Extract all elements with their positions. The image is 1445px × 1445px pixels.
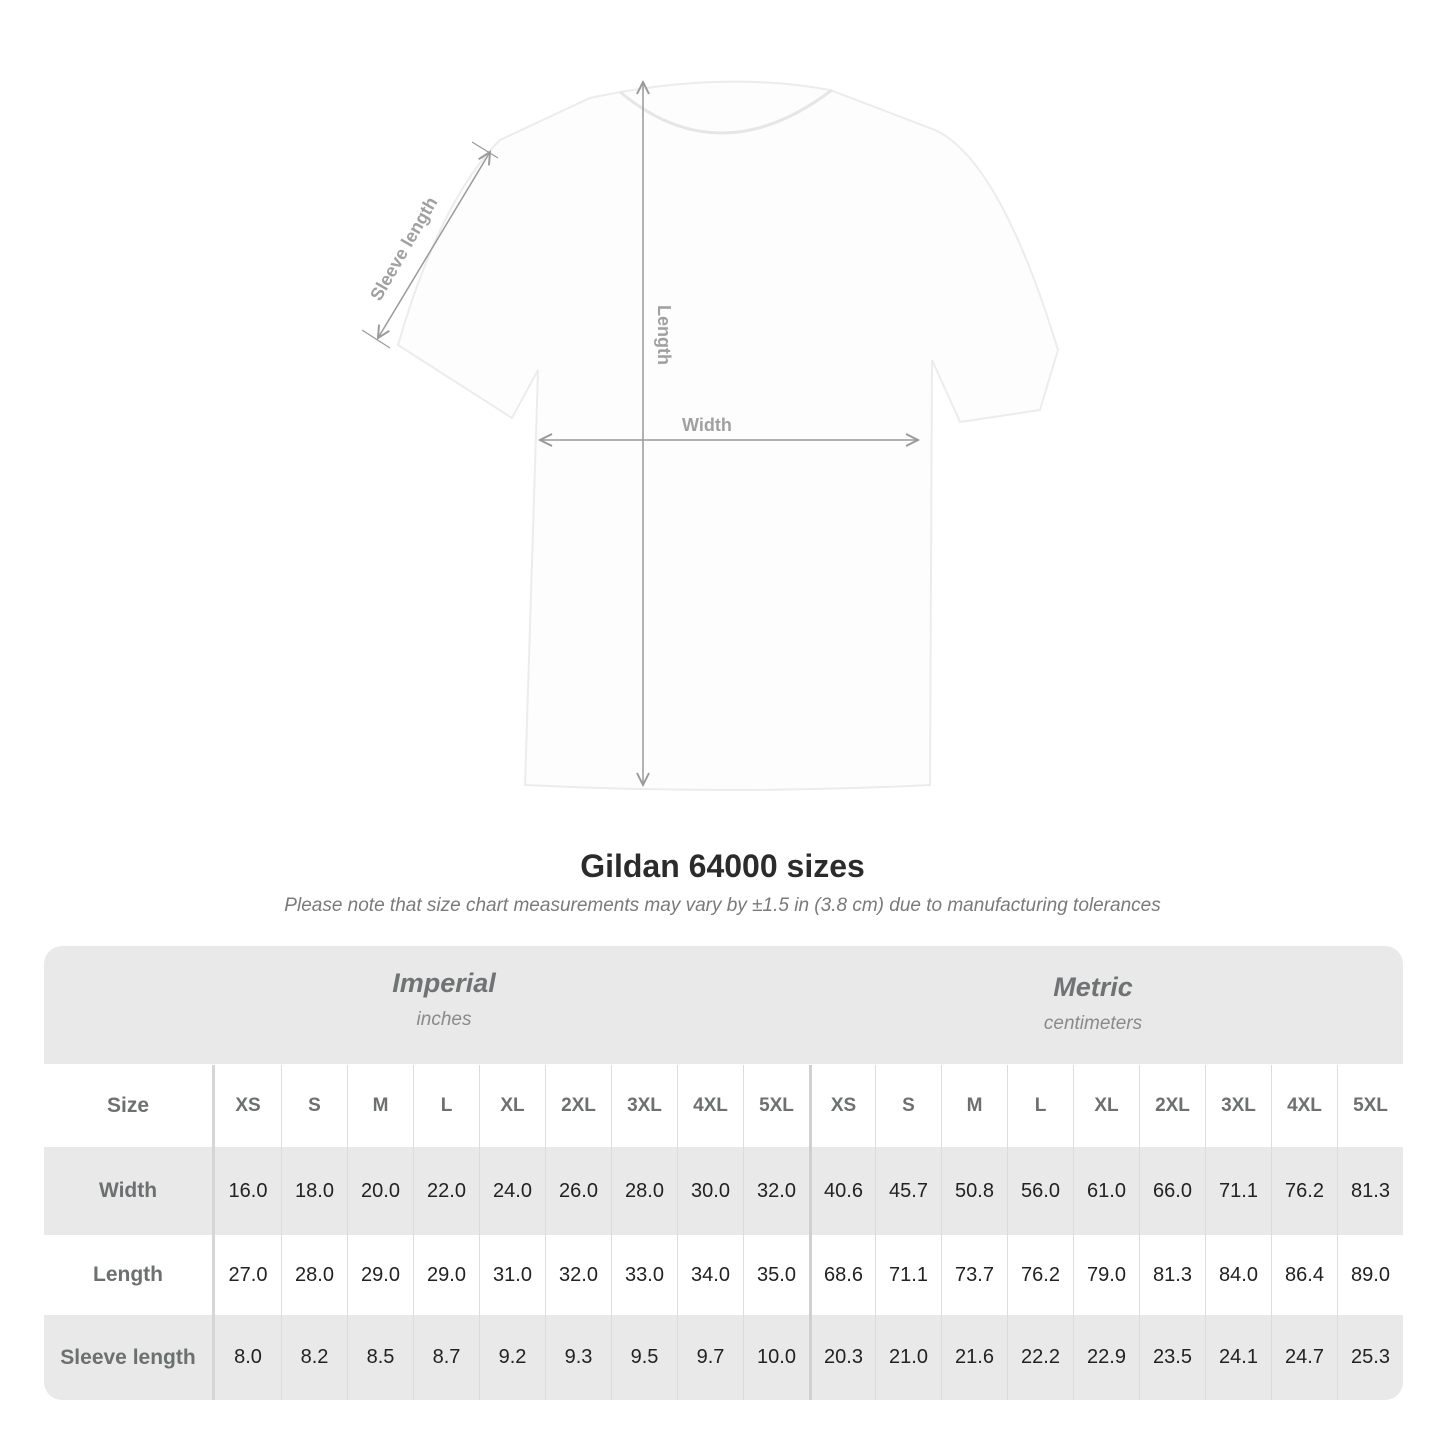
metric-unit: centimeters	[1043, 1013, 1143, 1034]
table-cell: 20.3	[809, 1315, 875, 1400]
size-header-cell: M	[347, 1065, 413, 1147]
table-header: Imperial inches Metric centimeters	[44, 946, 1403, 1064]
table-cell: 26.0	[545, 1147, 611, 1235]
size-header-cell: 2XL	[1139, 1065, 1205, 1147]
tolerance-note: Please note that size chart measurements…	[284, 895, 1161, 916]
table-cell: 22.0	[413, 1147, 479, 1235]
row-label: Sleeve length	[44, 1315, 215, 1400]
size-header-cell: XL	[1073, 1065, 1139, 1147]
table-cell: 68.6	[809, 1235, 875, 1315]
size-header-cell: S	[281, 1065, 347, 1147]
table-cell: 32.0	[743, 1147, 809, 1235]
table-cell: 8.7	[413, 1315, 479, 1400]
table-cell: 86.4	[1271, 1235, 1337, 1315]
table-cell: 45.7	[875, 1147, 941, 1235]
table-cell: 81.3	[1337, 1147, 1403, 1235]
size-header-cell: 4XL	[677, 1065, 743, 1147]
imperial-unit: inches	[416, 1009, 472, 1030]
size-header-cell: 5XL	[1337, 1065, 1403, 1147]
size-header-cell: L	[1007, 1065, 1073, 1147]
table-cell: 30.0	[677, 1147, 743, 1235]
table-cell: 34.0	[677, 1235, 743, 1315]
table-row: Length 27.0 28.0 29.0 29.0 31.0 32.0 33.0 34.0 35…	[44, 1235, 1403, 1315]
table-cell: 8.5	[347, 1315, 413, 1400]
size-header-cell: 3XL	[1205, 1065, 1271, 1147]
table-row: Width 16.0 18.0 20.0 22.0 24.0 26.0 28.0 30.0 32.…	[44, 1147, 1403, 1235]
table-cell: 31.0	[479, 1235, 545, 1315]
table-cell: 66.0	[1139, 1147, 1205, 1235]
table-cell: 22.9	[1073, 1315, 1139, 1400]
table-cell: 9.7	[677, 1315, 743, 1400]
table-cell: 22.2	[1007, 1315, 1073, 1400]
table-cell: 21.0	[875, 1315, 941, 1400]
size-header-cell: XS	[809, 1065, 875, 1147]
table-cell: 56.0	[1007, 1147, 1073, 1235]
table-cell: 23.5	[1139, 1315, 1205, 1400]
size-header-cell: 4XL	[1271, 1065, 1337, 1147]
table-cell: 32.0	[545, 1235, 611, 1315]
table-cell: 24.7	[1271, 1315, 1337, 1400]
table-cell: 79.0	[1073, 1235, 1139, 1315]
size-header-cell: L	[413, 1065, 479, 1147]
table-cell: 8.0	[234, 1346, 262, 1368]
width-label: Width	[682, 415, 732, 435]
table-cell: 8.2	[281, 1315, 347, 1400]
table-cell: 18.0	[281, 1147, 347, 1235]
imperial-title: Imperial	[392, 968, 496, 998]
page-title: Gildan 64000 sizes	[580, 848, 865, 884]
metric-header: Metric centimeters	[943, 972, 1243, 1035]
table-cell: 24.0	[479, 1147, 545, 1235]
tshirt-diagram: Sleeve length Length Width	[361, 0, 1060, 791]
size-header-cell: XS	[235, 1095, 261, 1116]
table-cell: 40.6	[809, 1147, 875, 1235]
table-cell: 16.0	[228, 1179, 268, 1202]
table-cell: 73.7	[941, 1235, 1007, 1315]
sleeve-line	[378, 152, 490, 338]
table-cell: 9.3	[545, 1315, 611, 1400]
table-cell: 24.1	[1205, 1315, 1271, 1400]
table-cell: 29.0	[413, 1235, 479, 1315]
table-cell: 28.0	[281, 1235, 347, 1315]
metric-title: Metric	[1053, 972, 1133, 1002]
table-cell: 35.0	[743, 1235, 809, 1315]
size-header-cell: 3XL	[611, 1065, 677, 1147]
table-cell: 84.0	[1205, 1235, 1271, 1315]
table-cell: 20.0	[347, 1147, 413, 1235]
table-row: Sleeve length 8.0 8.2 8.5 8.7 9.2 9.3 9.5 9.7 10.…	[44, 1315, 1403, 1400]
row-label: Length	[44, 1235, 215, 1315]
size-header-cell: XL	[479, 1065, 545, 1147]
table-cell: 10.0	[743, 1315, 809, 1400]
table-cell: 21.6	[941, 1315, 1007, 1400]
size-table: Imperial inches Metric centimeters Size X…	[44, 946, 1403, 1400]
table-cell: 33.0	[611, 1235, 677, 1315]
table-cell: 89.0	[1337, 1235, 1403, 1315]
table-cell: 76.2	[1271, 1147, 1337, 1235]
sleeve-tick	[471, 141, 499, 159]
length-label: Length	[654, 305, 674, 365]
table-cell: 71.1	[875, 1235, 941, 1315]
table-cell: 9.5	[611, 1315, 677, 1400]
size-header-cell: M	[941, 1065, 1007, 1147]
table-cell: 76.2	[1007, 1235, 1073, 1315]
table-cell: 25.3	[1337, 1315, 1403, 1400]
table-cell: 29.0	[347, 1235, 413, 1315]
row-label: Size	[44, 1065, 215, 1147]
size-header-row: Size XS S M L XL 2XL 3XL 4XL 5XL XS S M L XL 2XL 3XL 4XL 5…	[44, 1065, 1403, 1147]
table-cell: 50.8	[941, 1147, 1007, 1235]
table-cell: 28.0	[611, 1147, 677, 1235]
size-header-cell: 5XL	[743, 1065, 809, 1147]
table-cell: 27.0	[228, 1263, 268, 1286]
tshirt-shape	[396, 80, 1060, 791]
table-cell: 61.0	[1073, 1147, 1139, 1235]
row-label: Width	[44, 1147, 215, 1235]
sleeve-tick	[361, 329, 391, 349]
size-header-cell: 2XL	[545, 1065, 611, 1147]
table-cell: 71.1	[1205, 1147, 1271, 1235]
table-cell: 81.3	[1139, 1235, 1205, 1315]
table-cell: 9.2	[479, 1315, 545, 1400]
size-header-cell: S	[875, 1065, 941, 1147]
imperial-header: Imperial inches	[294, 968, 594, 1031]
